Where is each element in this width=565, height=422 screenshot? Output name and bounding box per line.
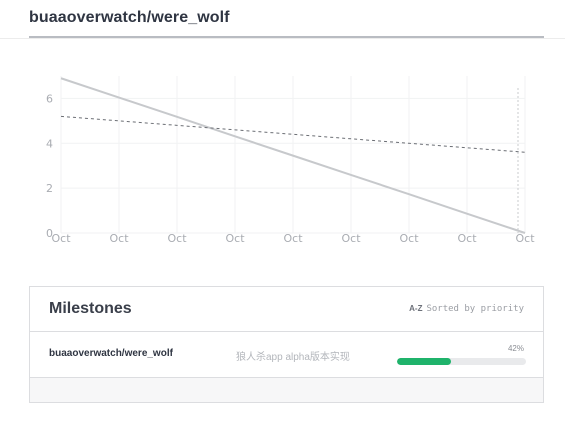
x-tick-label: Oct [399, 232, 419, 245]
repo-title[interactable]: buaaoverwatch/were_wolf [29, 9, 230, 26]
sort-control[interactable]: A-Z Sorted by priority [409, 304, 524, 314]
milestones-footer [30, 378, 543, 402]
milestone-progress-fill [397, 358, 452, 365]
x-tick-label: Oct [51, 232, 71, 245]
milestone-row[interactable]: buaaoverwatch/were_wolf 狼人杀app alpha版本实现… [30, 331, 543, 378]
x-tick-label: Oct [457, 232, 477, 245]
milestones-header: Milestones A-Z Sorted by priority [30, 287, 543, 332]
burndown-chart: 0 2 4 6 Oct Oct Oct Oct Oct Oct Oct Oct Oct [0, 60, 565, 260]
x-tick-label: Oct [515, 232, 535, 245]
y-tick-label: 4 [46, 137, 53, 150]
y-tick-label: 2 [46, 182, 53, 195]
milestones-title: Milestones [49, 300, 132, 317]
milestones-panel: Milestones A-Z Sorted by priority buaaov… [29, 286, 544, 403]
y-tick-label: 6 [46, 92, 53, 105]
milestone-description[interactable]: 狼人杀app alpha版本实现 [236, 352, 350, 363]
milestone-percent: 42% [507, 344, 524, 353]
x-tick-label: Oct [225, 232, 245, 245]
repo-title-underline [29, 36, 544, 38]
y-tick-label: 0 [46, 227, 53, 240]
burndown-chart-svg: 0 2 4 6 Oct Oct Oct Oct Oct Oct Oct Oct Oct [46, 76, 535, 245]
x-tick-label: Oct [167, 232, 187, 245]
milestone-progress-track [397, 358, 526, 365]
series-line-0 [60, 77, 526, 234]
az-sort-icon: A-Z [409, 304, 423, 313]
sort-label: Sorted by priority [426, 304, 524, 314]
x-tick-label: Oct [109, 232, 129, 245]
repo-header: buaaoverwatch/were_wolf [0, 0, 565, 39]
x-tick-label: Oct [341, 232, 361, 245]
milestone-repo[interactable]: buaaoverwatch/were_wolf [49, 348, 173, 359]
x-tick-label: Oct [283, 232, 303, 245]
